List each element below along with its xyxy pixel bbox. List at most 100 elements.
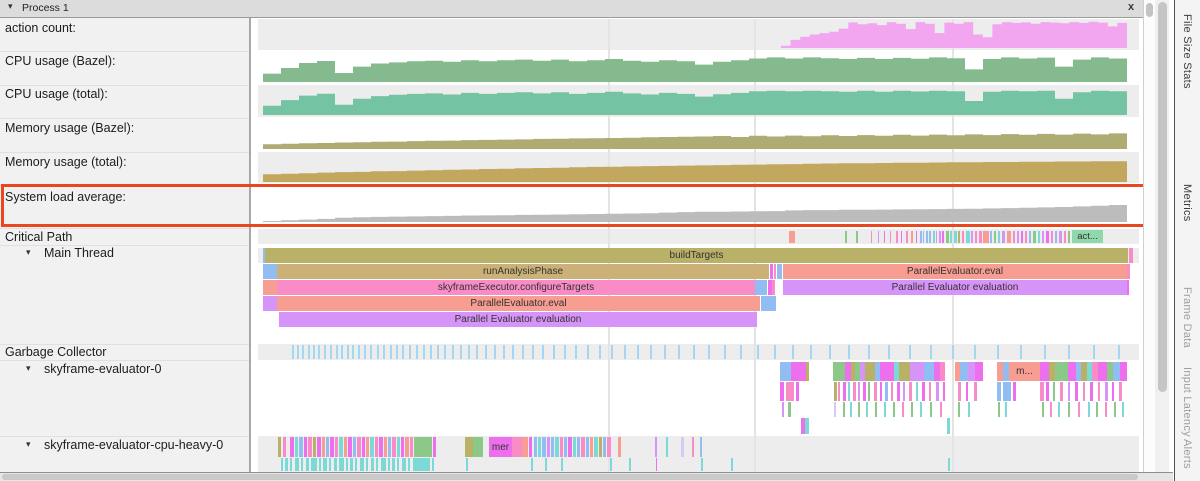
trace-slice[interactable] — [375, 437, 378, 457]
trace-slice[interactable] — [1042, 402, 1044, 417]
trace-slice[interactable] — [1013, 231, 1015, 243]
trace-slice[interactable] — [1119, 382, 1122, 401]
trace-slice[interactable] — [875, 362, 880, 381]
trace-slice[interactable] — [858, 402, 860, 417]
trace-slice[interactable] — [731, 458, 733, 471]
trace-slice[interactable] — [806, 362, 809, 381]
trace-slice[interactable] — [968, 362, 975, 381]
trace-slice[interactable] — [348, 437, 352, 457]
trace-slice[interactable] — [891, 382, 893, 401]
trace-slice[interactable] — [1127, 264, 1130, 279]
trace-slice[interactable] — [1090, 382, 1093, 401]
trace-slice[interactable] — [975, 231, 977, 243]
trace-slice[interactable] — [263, 248, 265, 263]
trace-slice[interactable] — [529, 437, 532, 457]
trace-slice[interactable] — [974, 382, 977, 401]
trace-slice[interactable] — [681, 437, 684, 457]
trace-slice[interactable] — [405, 437, 409, 457]
trace-slice[interactable] — [936, 231, 937, 243]
trace-slice[interactable] — [313, 437, 316, 457]
trace-slice[interactable] — [960, 362, 968, 381]
trace-slice[interactable] — [1129, 248, 1133, 263]
trace-slice[interactable] — [1042, 231, 1044, 243]
trace-slice[interactable] — [401, 437, 404, 457]
trace-slice[interactable] — [929, 382, 931, 401]
trace-slice[interactable] — [833, 362, 845, 381]
trace-slice[interactable] — [894, 362, 899, 381]
trace-slice[interactable] — [954, 231, 957, 243]
trace-slice[interactable] — [863, 382, 866, 401]
trace-slice[interactable] — [346, 458, 348, 471]
trace-slice[interactable] — [768, 280, 772, 295]
trace-slice[interactable] — [943, 382, 945, 401]
vertical-scrollbar-outer-thumb[interactable] — [1158, 2, 1167, 392]
trace-slice[interactable] — [880, 382, 882, 401]
trace-slice-labeled[interactable]: Parallel Evaluator evaluation — [783, 280, 1127, 295]
trace-slice[interactable] — [278, 437, 281, 457]
trace-slice[interactable] — [1033, 231, 1036, 243]
trace-slice[interactable] — [994, 231, 996, 243]
trace-slice[interactable] — [1078, 402, 1080, 417]
trace-slice[interactable] — [1122, 402, 1124, 417]
collapse-arrow-icon[interactable]: ▾ — [8, 1, 13, 11]
trace-slice[interactable] — [366, 458, 368, 471]
trace-slice[interactable] — [590, 437, 593, 457]
tab-frame-data[interactable]: Frame Data — [1181, 287, 1193, 349]
trace-slice[interactable] — [1064, 231, 1066, 243]
trace-slice[interactable] — [843, 402, 845, 417]
trace-slice[interactable] — [295, 458, 299, 471]
trace-slice[interactable] — [926, 231, 928, 243]
trace-slice[interactable] — [893, 402, 895, 417]
trace-slice[interactable] — [355, 458, 357, 471]
trace-slice[interactable] — [1068, 382, 1070, 401]
trace-slice[interactable] — [909, 382, 912, 401]
trace-slice[interactable] — [902, 402, 904, 417]
track-label-main-thread[interactable]: Main Thread — [44, 246, 114, 260]
trace-slice[interactable] — [564, 437, 567, 457]
trace-slice[interactable] — [966, 382, 968, 401]
trace-slice[interactable] — [366, 437, 369, 457]
trace-slice[interactable] — [901, 231, 902, 243]
trace-slice[interactable] — [1053, 382, 1055, 401]
trace-slice[interactable] — [692, 437, 694, 457]
trace-slice[interactable] — [466, 458, 468, 471]
trace-slice[interactable] — [353, 437, 356, 457]
track-label-skyframe-evaluator-cpu-heavy-0[interactable]: skyframe-evaluator-cpu-heavy-0 — [44, 438, 224, 452]
trace-slice[interactable] — [283, 437, 286, 457]
trace-slice[interactable] — [339, 458, 344, 471]
trace-slice[interactable] — [263, 296, 277, 311]
trace-slice[interactable] — [947, 418, 950, 434]
trace-slice[interactable] — [285, 458, 288, 471]
trace-slice[interactable] — [304, 437, 307, 457]
horizontal-scrollbar-thumb[interactable] — [2, 474, 1138, 480]
trace-slice[interactable] — [962, 231, 964, 243]
vertical-scrollbar-inner[interactable] — [1143, 0, 1155, 472]
trace-slice[interactable] — [899, 362, 910, 381]
trace-slice[interactable] — [263, 264, 277, 279]
trace-slice[interactable] — [983, 231, 989, 243]
trace-slice[interactable] — [545, 458, 547, 471]
trace-slice[interactable] — [299, 437, 303, 457]
trace-slice[interactable] — [1007, 231, 1011, 243]
trace-slice[interactable] — [997, 382, 1001, 401]
trace-slice[interactable] — [1098, 362, 1107, 381]
trace-slice[interactable] — [311, 458, 317, 471]
trace-slice[interactable] — [603, 437, 606, 457]
trace-slice[interactable] — [465, 437, 473, 457]
trace-slice[interactable] — [1092, 362, 1098, 381]
trace-slice[interactable] — [408, 458, 410, 471]
trace-slice[interactable] — [998, 231, 1000, 243]
trace-slice[interactable] — [432, 458, 434, 471]
cpu-total-chart[interactable] — [263, 88, 1127, 115]
trace-slice[interactable] — [939, 231, 941, 243]
trace-slice[interactable] — [950, 231, 952, 243]
trace-slice[interactable] — [774, 264, 776, 279]
trace-slice[interactable] — [924, 362, 934, 381]
trace-slice[interactable] — [344, 437, 347, 457]
trace-slice[interactable] — [788, 402, 791, 417]
trace-slice[interactable] — [958, 231, 960, 243]
trace-slice[interactable] — [433, 437, 436, 457]
trace-slice[interactable] — [329, 458, 331, 471]
trace-slice[interactable] — [629, 458, 631, 471]
tab-alerts[interactable]: Alerts — [1181, 439, 1193, 469]
